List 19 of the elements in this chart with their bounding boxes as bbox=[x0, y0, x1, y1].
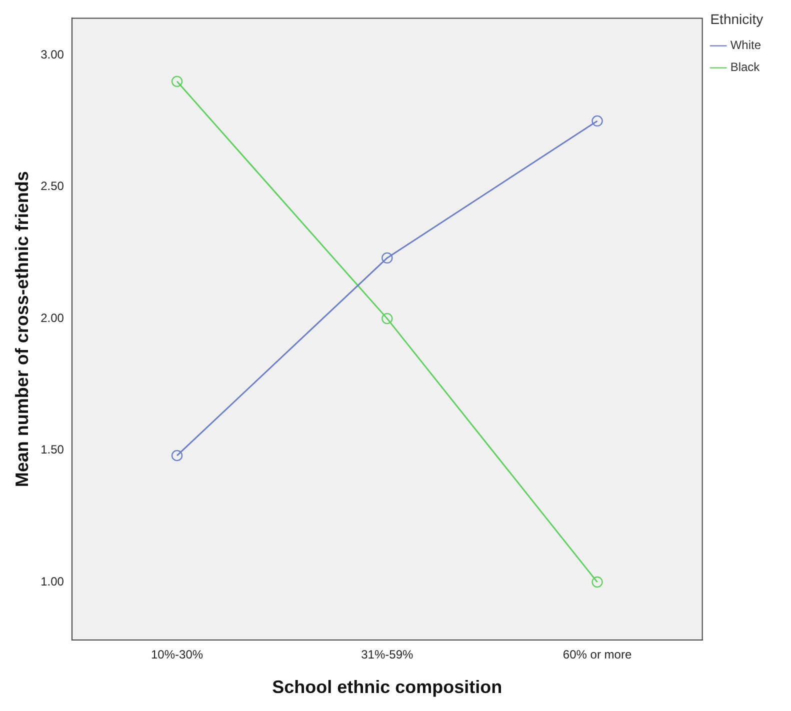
y-tick-label: 2.50 bbox=[40, 179, 64, 194]
point bbox=[171, 450, 183, 462]
y-axis-title: Mean number of cross-ethnic friends bbox=[12, 171, 32, 488]
legend-title: Ethnicity bbox=[710, 10, 764, 27]
y-tick-label: 2.00 bbox=[40, 310, 64, 325]
y-tick-label: 1.00 bbox=[40, 574, 64, 588]
point bbox=[592, 576, 603, 588]
point bbox=[382, 312, 393, 324]
point bbox=[592, 115, 603, 127]
x-tick-label: 60% or more bbox=[562, 648, 632, 662]
legend-label: White bbox=[730, 38, 762, 52]
x-axis-title: School ethnic composition bbox=[272, 677, 502, 698]
point bbox=[171, 76, 183, 88]
y-tick-label: 1.50 bbox=[40, 442, 64, 457]
y-tick-label: 3.00 bbox=[40, 47, 64, 62]
x-tick-label: 10%-30% bbox=[151, 648, 204, 662]
legend-label: Black bbox=[730, 60, 761, 74]
x-tick-label: 31%-59% bbox=[361, 648, 414, 662]
point bbox=[382, 252, 393, 264]
